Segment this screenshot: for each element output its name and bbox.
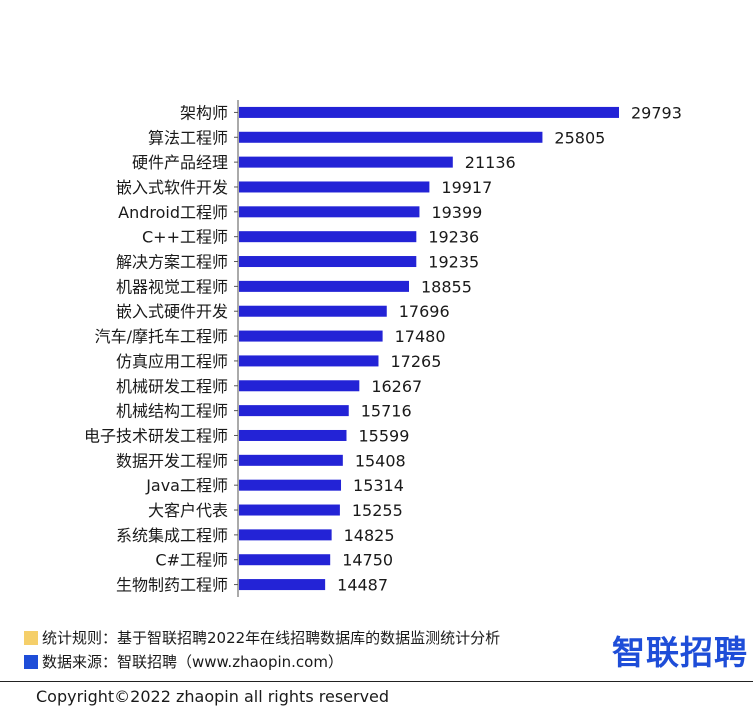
category-label: 嵌入式软件开发 [116,178,228,197]
bar [239,504,340,516]
bar [239,429,347,441]
bar [239,355,379,367]
category-label: 系统集成工程师 [116,526,228,545]
bar [239,405,349,417]
statistics-rule-note: 统计规则：基于智联招聘2022年在线招聘数据库的数据监测统计分析 [24,628,500,648]
data-source-note: 数据来源：智联招聘（www.zhaopin.com） [24,652,343,672]
bar [239,231,417,243]
yellow-square-icon [24,631,38,645]
category-label: 大客户代表 [148,501,228,520]
category-label: Android工程师 [118,203,228,222]
category-label: C#工程师 [155,551,228,570]
category-label: 汽车/摩托车工程师 [95,327,228,346]
value-label: 19917 [441,178,492,197]
value-label: 18855 [421,277,472,296]
value-label: 16267 [371,377,422,396]
bar [239,106,619,118]
footer-divider [0,681,753,682]
category-label: Java工程师 [145,476,228,495]
value-label: 15408 [355,451,406,470]
category-label: C++工程师 [142,228,228,247]
bar [239,529,332,541]
bar [239,256,417,268]
bar [239,579,326,591]
bar [239,206,420,218]
bar [239,131,543,143]
value-label: 19235 [428,253,479,272]
blue-square-icon [24,655,38,669]
bar [239,305,387,317]
value-label: 14750 [342,551,393,570]
data-source-text: 数据来源：智联招聘（www.zhaopin.com） [42,653,343,671]
bar [239,479,342,491]
category-label: 机器视觉工程师 [116,277,228,296]
value-label: 14487 [337,576,388,595]
category-label: 嵌入式硬件开发 [116,302,228,321]
value-label: 19399 [431,203,482,222]
bar [239,156,453,168]
value-label: 17265 [390,352,441,371]
statistics-rule-text: 统计规则：基于智联招聘2022年在线招聘数据库的数据监测统计分析 [42,629,501,647]
bar [239,181,430,193]
value-label: 15599 [358,426,409,445]
value-label: 14825 [344,526,395,545]
bar [239,380,360,392]
copyright-text: Copyright©2022 zhaopin all rights reserv… [36,687,390,706]
bar-chart: 架构师 29793 算法工程师 25805 硬件产品经理 21136 嵌入式软件开发 1991… [84,100,682,597]
value-label: 17480 [395,327,446,346]
value-label: 15255 [352,501,403,520]
value-label: 25805 [554,128,605,147]
category-label: 仿真应用工程师 [116,352,228,371]
category-label: 数据开发工程师 [116,451,228,470]
category-label: 解决方案工程师 [116,253,228,272]
category-label: 机械结构工程师 [116,402,228,421]
zhaopin-logo: 智联招聘 [612,633,748,672]
value-label: 15314 [353,476,404,495]
value-label: 17696 [399,302,450,321]
value-label: 29793 [631,103,682,122]
category-label: 算法工程师 [148,128,228,147]
bar [239,280,410,292]
category-label: 硬件产品经理 [132,153,228,172]
value-label: 19236 [428,228,479,247]
category-label: 架构师 [180,103,228,122]
value-label: 21136 [465,153,516,172]
bar [239,554,331,566]
bar [239,454,343,466]
category-label: 机械研发工程师 [116,377,228,396]
category-label: 电子技术研发工程师 [84,426,228,445]
value-label: 15716 [361,402,412,421]
bar [239,330,383,342]
category-label: 生物制药工程师 [116,576,228,595]
